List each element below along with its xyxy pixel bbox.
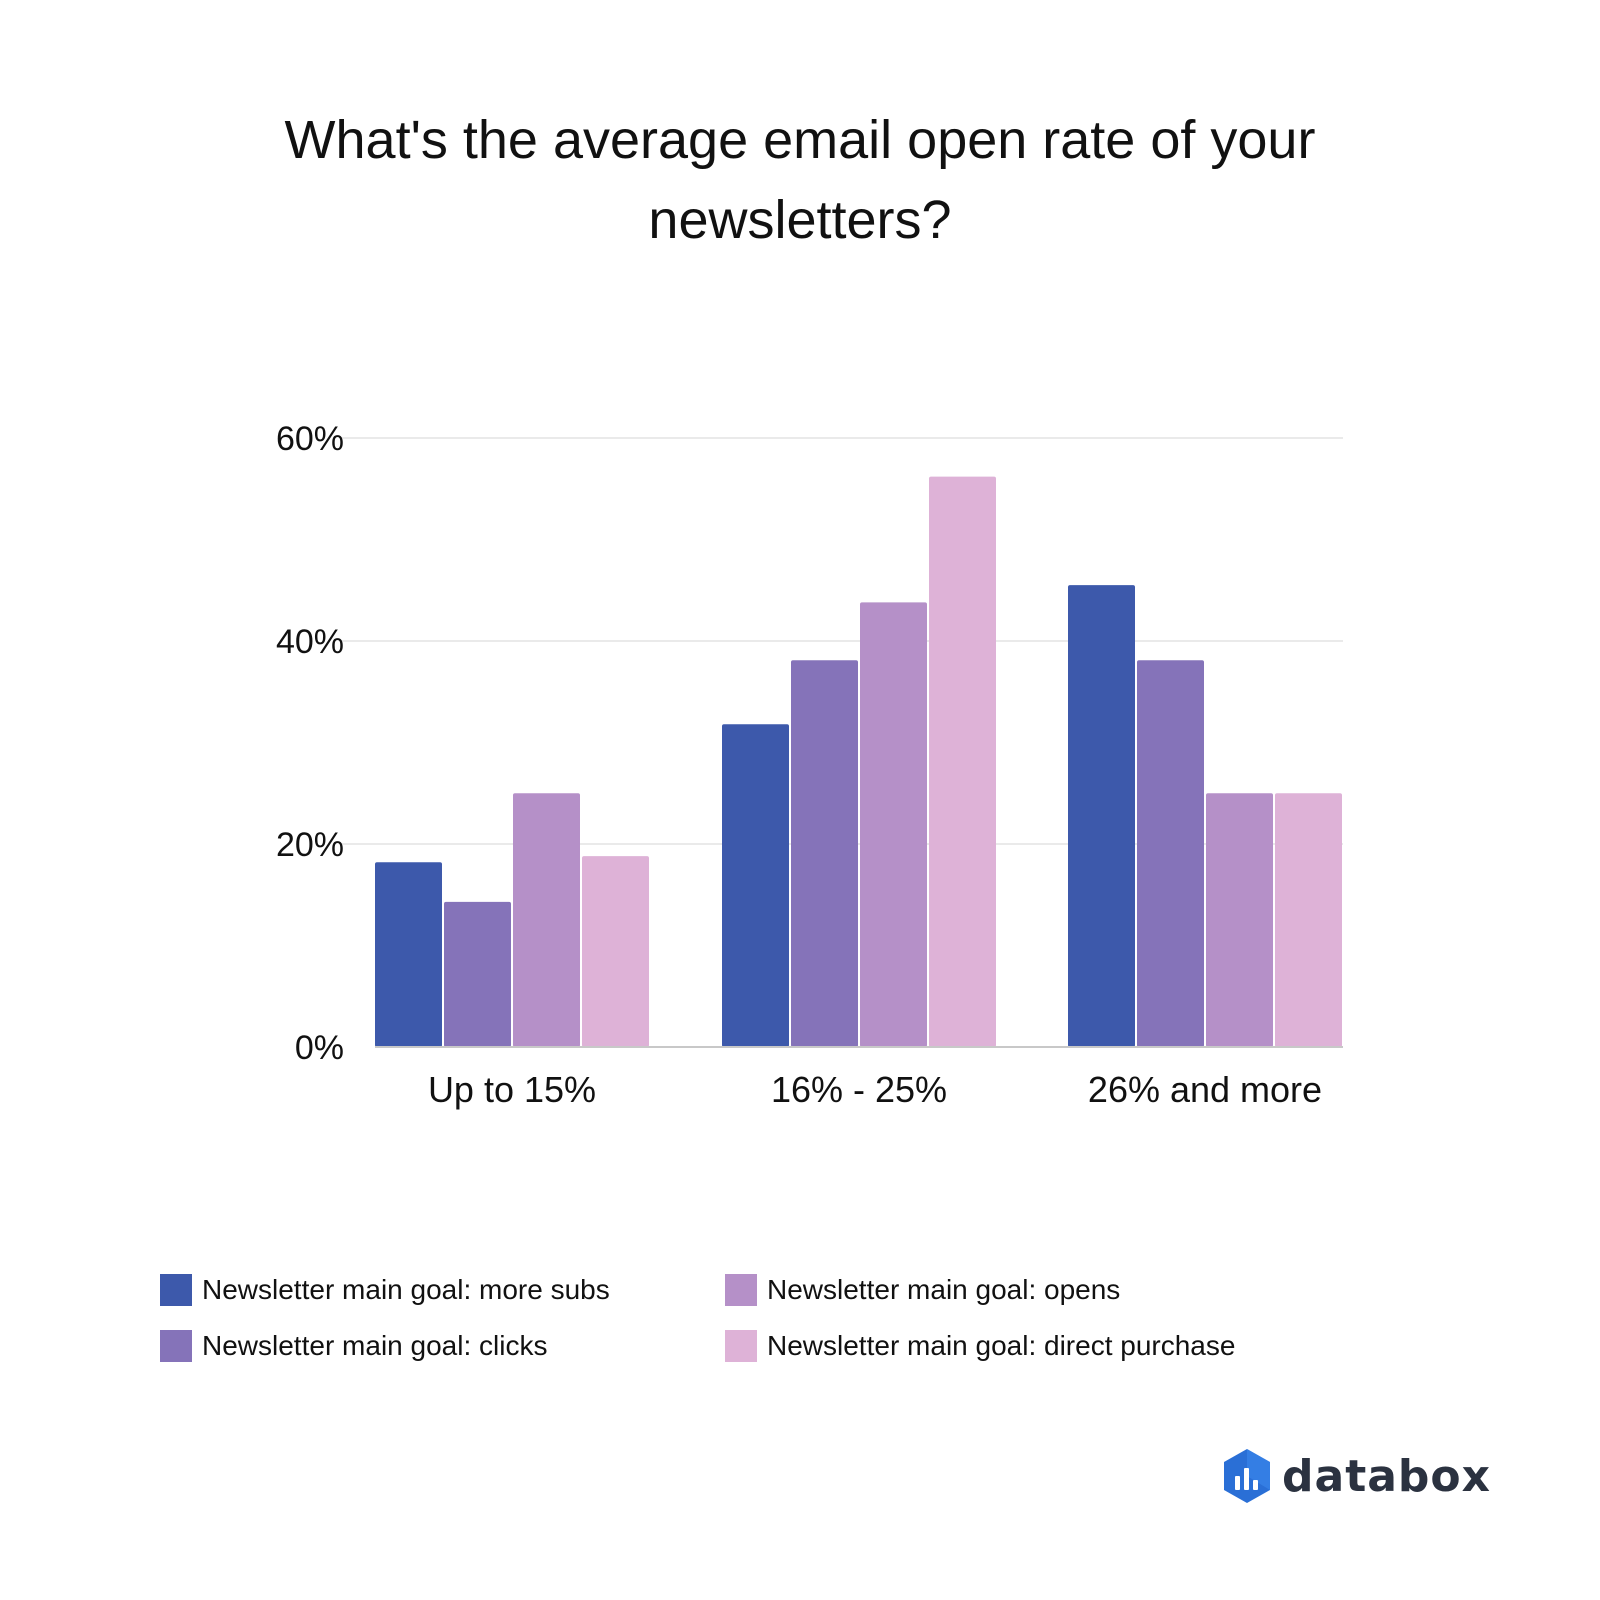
bar (929, 476, 996, 1047)
chart-title: What's the average email open rate of yo… (284, 110, 1316, 250)
y-tick-label: 40% (276, 623, 344, 661)
legend-swatch (725, 1274, 757, 1306)
bar (1068, 585, 1135, 1047)
y-tick-label: 0% (295, 1029, 344, 1067)
legend-item-direct-purchase: Newsletter main goal: direct purchase (725, 1326, 1235, 1366)
bar (722, 724, 789, 1047)
legend-item-more-subs: Newsletter main goal: more subs (160, 1270, 610, 1310)
bar (1275, 793, 1342, 1047)
y-tick-label: 20% (276, 826, 344, 864)
databox-logo-text: databox (1282, 1450, 1492, 1502)
legend-label: Newsletter main goal: direct purchase (767, 1330, 1236, 1361)
databox-logo: databox (1222, 1448, 1491, 1504)
x-tick-label: Up to 15% (428, 1069, 596, 1110)
bar (1137, 660, 1204, 1047)
legend: Newsletter main goal: more subs Newslett… (160, 1270, 1310, 1400)
bar (1206, 793, 1273, 1047)
legend-label: Newsletter main goal: more subs (202, 1274, 610, 1305)
bar (513, 793, 580, 1047)
bar (375, 862, 442, 1047)
y-axis-ticks: 0% 20% 40% 60% (276, 420, 344, 1067)
bar (582, 856, 649, 1047)
x-tick-label: 26% and more (1088, 1069, 1322, 1110)
bar (791, 660, 858, 1047)
legend-item-clicks: Newsletter main goal: clicks (160, 1326, 547, 1366)
legend-swatch (725, 1330, 757, 1362)
legend-item-opens: Newsletter main goal: opens (725, 1270, 1120, 1310)
bar (444, 901, 511, 1047)
legend-swatch (160, 1330, 192, 1362)
legend-label: Newsletter main goal: opens (767, 1274, 1121, 1305)
databox-logo-icon (1224, 1449, 1270, 1503)
x-axis-ticks: Up to 15% 16% - 25% 26% and more (428, 1069, 1322, 1110)
legend-swatch (160, 1274, 192, 1306)
bar (860, 602, 927, 1047)
bars (375, 476, 1342, 1047)
y-tick-label: 60% (276, 420, 344, 458)
legend-label: Newsletter main goal: clicks (202, 1330, 548, 1361)
x-tick-label: 16% - 25% (771, 1069, 947, 1110)
